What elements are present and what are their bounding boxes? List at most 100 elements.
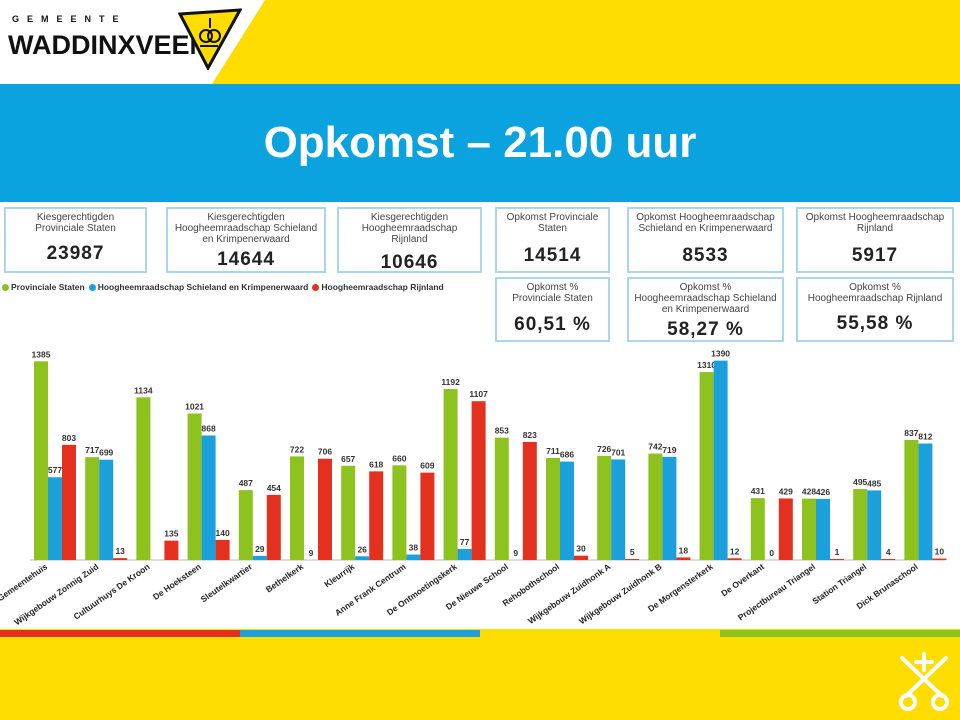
data-label: 686 <box>560 450 574 460</box>
category-label: De Hoeksteen <box>151 561 203 601</box>
data-label: 428 <box>802 487 816 497</box>
stat-box-op-hhsk: Opkomst Hoogheemraadschap Schieland en K… <box>627 207 784 273</box>
data-label: 868 <box>202 423 216 433</box>
data-label: 10 <box>935 547 945 557</box>
bar <box>918 443 933 560</box>
data-label: 853 <box>495 426 509 436</box>
bar <box>443 389 458 560</box>
data-label: 837 <box>904 428 918 438</box>
data-label: 26 <box>357 544 367 554</box>
page-title: Opkomst – 21.00 uur <box>263 118 697 167</box>
stat-label: Kiesgerechtigden Hoogheemraadschap Rijnl… <box>361 212 458 245</box>
category-label: Wijkgebouw Zuidhonk A <box>526 561 612 626</box>
legend-swatch <box>2 284 9 291</box>
title-band <box>0 84 960 202</box>
stat-box-pct-hhsk: Opkomst % Hoogheemraadschap Schieland en… <box>627 277 784 342</box>
data-label: 12 <box>730 546 740 556</box>
stat-value: 8533 <box>682 245 729 266</box>
data-label: 657 <box>341 454 355 464</box>
stat-value: 14644 <box>217 249 275 270</box>
bar <box>648 453 663 560</box>
stripe-green <box>720 630 960 637</box>
stat-label: Opkomst Hoogheemraadschap Schieland en K… <box>636 212 775 234</box>
bar <box>215 539 230 560</box>
bar <box>625 559 640 560</box>
stat-label: Opkomst Hoogheemraadschap Rijnland <box>805 212 945 234</box>
data-label: 429 <box>779 486 793 496</box>
category-label: Bethelkerk <box>264 561 306 594</box>
bar <box>727 558 742 560</box>
data-label: 722 <box>290 444 304 454</box>
legend-item: Provinciale Staten <box>2 282 85 292</box>
data-label: 454 <box>267 483 281 493</box>
data-label: 13 <box>115 546 125 556</box>
bar <box>597 455 612 560</box>
data-label: 30 <box>576 544 586 554</box>
data-label: 711 <box>546 446 560 456</box>
stripe-blue <box>240 630 480 637</box>
data-label: 0 <box>769 548 774 558</box>
category-label: Gemeentehuis <box>0 561 49 603</box>
bar <box>85 457 100 560</box>
category-label: Wijkgebouw Zuidhonk B <box>577 561 664 626</box>
bar <box>611 459 626 560</box>
data-label: 803 <box>62 433 76 443</box>
bar <box>355 556 370 560</box>
stat-box-pct-hhr: Opkomst % Hoogheemraadschap Rijnland 55,… <box>796 277 954 342</box>
bar <box>867 490 882 560</box>
stat-value: 14514 <box>523 245 582 266</box>
bar <box>392 465 407 560</box>
bar <box>341 465 356 560</box>
data-label: 485 <box>867 478 881 488</box>
data-label: 719 <box>662 445 676 455</box>
bar <box>699 372 714 560</box>
bar <box>713 360 728 560</box>
stat-label: Opkomst Provinciale Staten <box>506 212 599 234</box>
logo-subtitle: GEMEENTE <box>12 14 127 24</box>
bar <box>750 498 765 560</box>
data-label: 140 <box>216 528 230 538</box>
data-label: 426 <box>816 487 830 497</box>
bar <box>802 498 816 560</box>
bar <box>830 559 844 560</box>
bar <box>187 413 202 560</box>
stat-label: Kiesgerechtigden Hoogheemraadschap Schie… <box>174 212 318 245</box>
data-label: 660 <box>392 453 406 463</box>
bar <box>266 494 281 560</box>
bar <box>904 439 919 560</box>
stat-value: 5917 <box>851 245 899 266</box>
data-label: 609 <box>420 461 434 471</box>
bar <box>318 458 332 560</box>
logo-area: GEMEENTE WADDINXVEEN <box>0 0 265 84</box>
stat-box-op-ps: Opkomst Provinciale Staten 14514 <box>495 207 610 273</box>
data-label: 38 <box>409 543 419 553</box>
data-label: 4 <box>886 547 891 557</box>
data-label: 1134 <box>134 385 153 395</box>
data-label: 812 <box>918 432 932 442</box>
bar <box>113 558 128 560</box>
data-label: 1310 <box>697 360 716 370</box>
stat-label: Kiesgerechtigden Provinciale Staten <box>35 212 116 234</box>
data-label: 1107 <box>469 389 488 399</box>
data-label: 742 <box>648 442 662 452</box>
bar <box>34 361 48 560</box>
legend-item: Hoogheemraadschap Schieland en Krimpener… <box>88 282 308 292</box>
bar <box>136 397 151 560</box>
stat-label: Opkomst % Provinciale Staten <box>512 282 593 304</box>
data-label: 18 <box>679 545 689 555</box>
stat-box-pct-ps: Opkomst % Provinciale Staten 60,51 % <box>495 277 610 342</box>
stripe-red <box>0 630 240 637</box>
bar <box>522 441 537 560</box>
bar <box>252 555 267 560</box>
category-label: Kleurrijk <box>322 561 356 589</box>
data-label: 1385 <box>32 349 51 359</box>
bar <box>494 437 509 560</box>
bar <box>420 472 435 560</box>
bar <box>48 477 62 560</box>
bar <box>290 456 304 560</box>
bar <box>676 557 691 560</box>
category-label: Sleutelkwartier <box>199 561 255 604</box>
legend-item: Hoogheemraadschap Rijnland <box>312 282 444 292</box>
bar <box>546 458 560 560</box>
data-label: 9 <box>513 548 518 558</box>
